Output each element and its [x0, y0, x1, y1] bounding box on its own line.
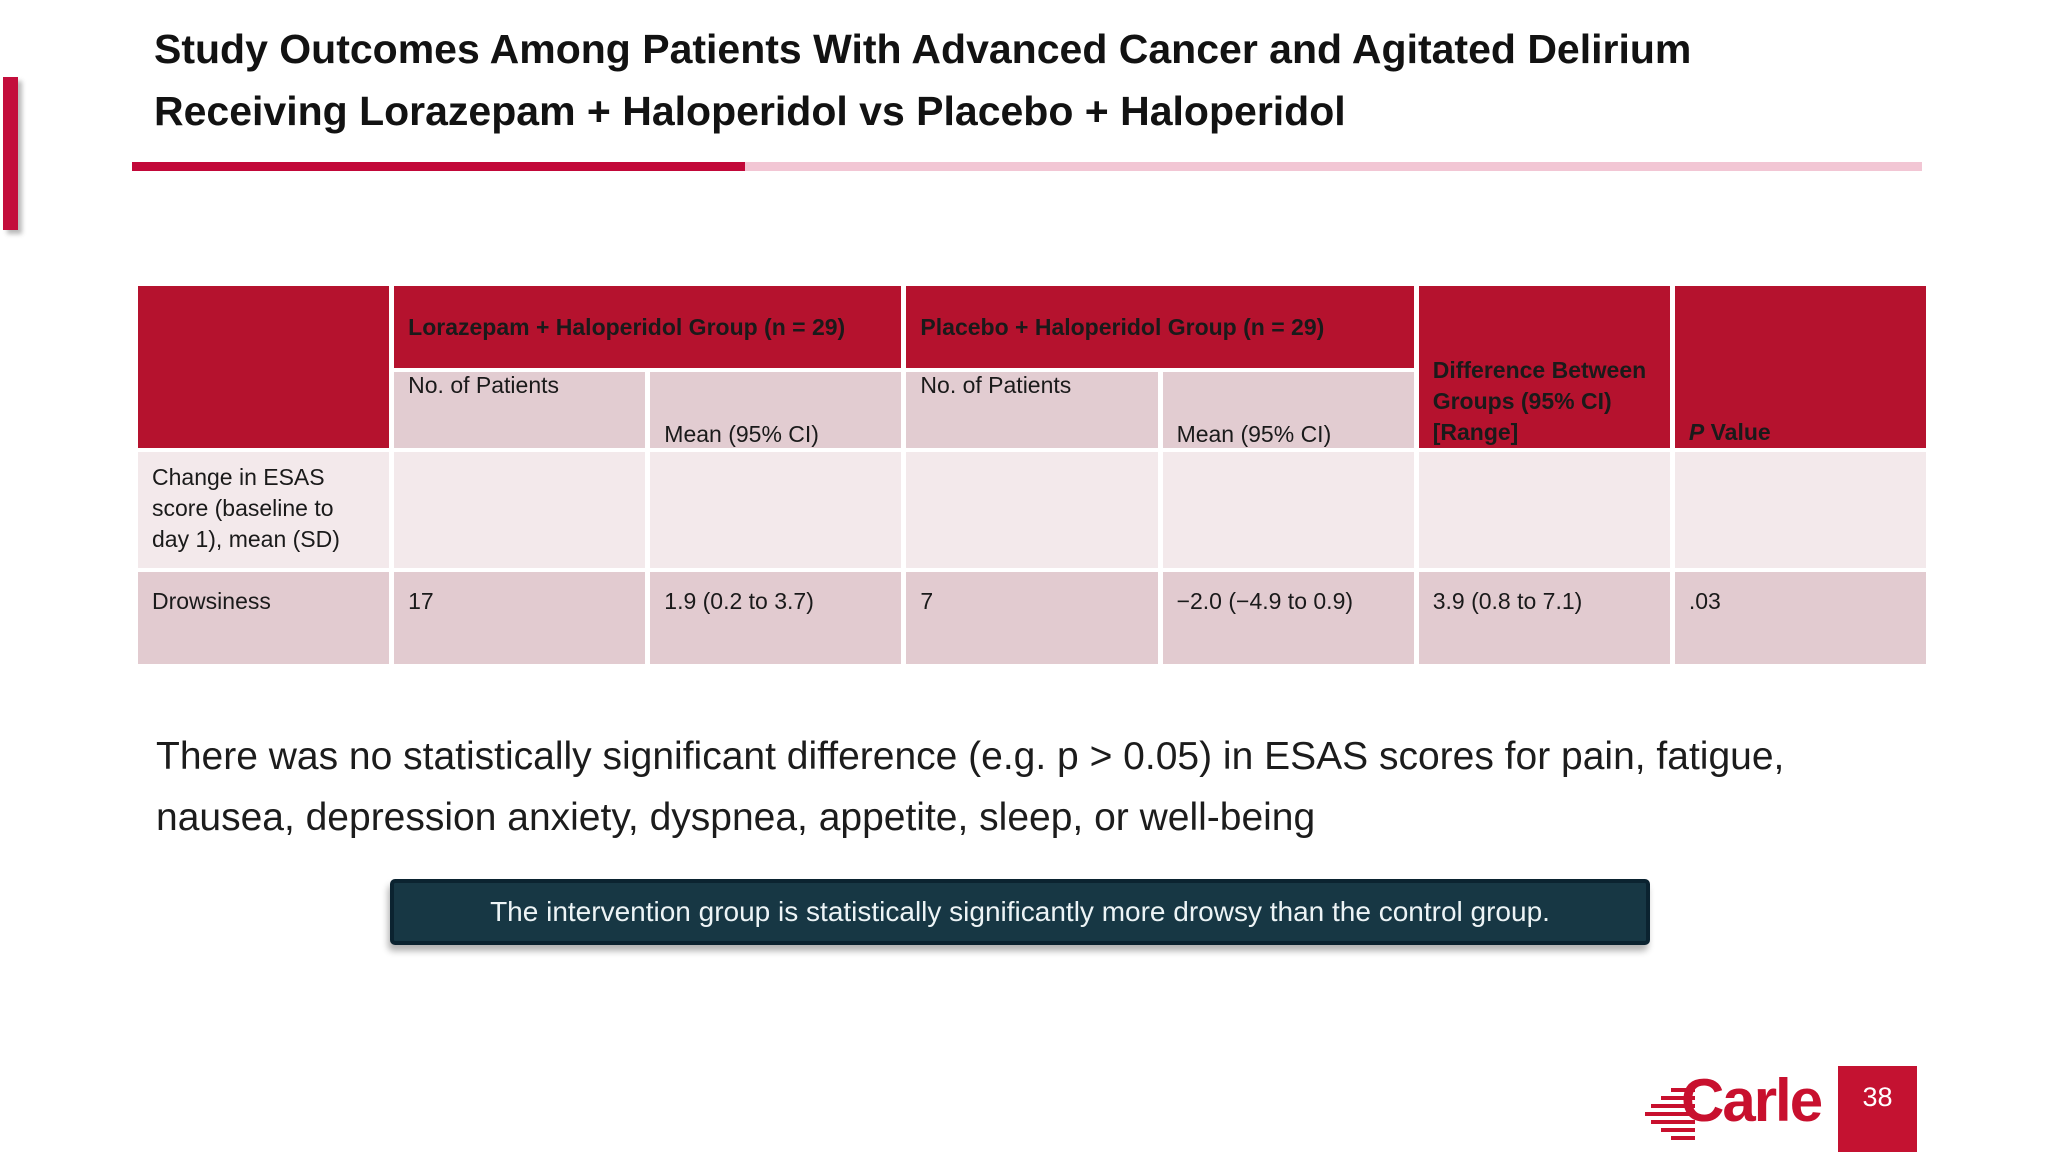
subheader-placebo-mean: Mean (95% CI) — [1162, 372, 1414, 448]
table-cell — [650, 452, 902, 568]
subheader-lorazepam-mean: Mean (95% CI) — [650, 372, 902, 448]
table-cell: .03 — [1674, 572, 1926, 664]
callout-box: The intervention group is statistically … — [390, 879, 1650, 945]
table-cell — [1674, 452, 1926, 568]
column-header-p-value: P Value — [1674, 286, 1926, 448]
row-label-drowsiness: Drowsiness — [138, 572, 390, 664]
p-value-italic-p: P — [1688, 419, 1705, 445]
table-corner-cell — [138, 286, 390, 448]
table-cell — [394, 452, 646, 568]
slide-title-line2: Receiving Lorazepam + Haloperidol vs Pla… — [154, 88, 1346, 134]
subheader-placebo-no-of-patients: No. of Patients — [906, 372, 1158, 448]
table-cell: 3.9 (0.8 to 7.1) — [1418, 572, 1670, 664]
slide-title: Study Outcomes Among Patients With Advan… — [154, 18, 1914, 142]
title-underline-light-segment — [745, 162, 1922, 171]
column-header-difference: Difference Between Groups (95% CI) [Rang… — [1418, 286, 1670, 448]
callout-text: The intervention group is statistically … — [490, 896, 1550, 927]
column-header-placebo-group: Placebo + Haloperidol Group (n = 29) — [906, 286, 1414, 368]
table-row: Change in ESAS score (baseline to day 1)… — [138, 452, 1926, 568]
p-value-rest: Value — [1704, 419, 1771, 445]
table-cell: 7 — [906, 572, 1158, 664]
table-cell: 17 — [394, 572, 646, 664]
carle-logo-speed-lines-icon — [1643, 1088, 1695, 1144]
subheader-lorazepam-no-of-patients: No. of Patients — [394, 372, 646, 448]
page-number: 38 — [1862, 1082, 1893, 1112]
table-cell — [1162, 452, 1414, 568]
outcomes-table: Lorazepam + Haloperidol Group (n = 29) P… — [133, 282, 1931, 668]
table-row: Drowsiness 17 1.9 (0.2 to 3.7) 7 −2.0 (−… — [138, 572, 1926, 664]
table-cell — [906, 452, 1158, 568]
title-underline-dark-segment — [132, 162, 745, 171]
left-accent-bar — [3, 77, 18, 230]
carle-logo-wordmark: Carle — [1681, 1067, 1823, 1134]
table-cell — [1418, 452, 1670, 568]
row-label-change-in-esas: Change in ESAS score (baseline to day 1)… — [138, 452, 390, 568]
finding-text: There was no statistically significant d… — [156, 735, 1785, 839]
title-underline — [132, 162, 1922, 171]
column-header-lorazepam-group: Lorazepam + Haloperidol Group (n = 29) — [394, 286, 902, 368]
table-cell: −2.0 (−4.9 to 0.9) — [1162, 572, 1414, 664]
page-number-box: 38 — [1838, 1066, 1917, 1152]
table-cell: 1.9 (0.2 to 3.7) — [650, 572, 902, 664]
slide-title-line1: Study Outcomes Among Patients With Advan… — [154, 26, 1692, 72]
